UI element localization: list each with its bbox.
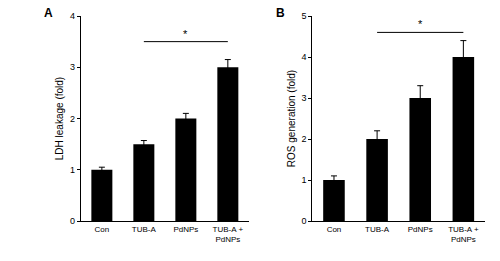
svg-text:LDH leakage (fold): LDH leakage (fold) [54, 77, 65, 160]
svg-text:5: 5 [302, 11, 307, 21]
svg-text:ROS generation (fold): ROS generation (fold) [286, 70, 297, 167]
svg-text:3: 3 [302, 93, 307, 103]
svg-text:TUB-A: TUB-A [365, 225, 390, 234]
svg-text:Con: Con [95, 225, 110, 234]
svg-text:TUB-A +PdNPs: TUB-A +PdNPs [213, 225, 244, 244]
svg-text:TUB-A +PdNPs: TUB-A +PdNPs [448, 225, 479, 244]
svg-text:B: B [276, 6, 285, 20]
svg-text:Con: Con [327, 225, 342, 234]
svg-text:2: 2 [302, 134, 307, 144]
svg-text:*: * [418, 18, 423, 30]
svg-text:0: 0 [302, 216, 307, 226]
svg-text:3: 3 [70, 62, 75, 72]
svg-text:A: A [44, 6, 53, 20]
svg-text:PdNPs: PdNPs [408, 225, 433, 234]
svg-text:TUB-A: TUB-A [132, 225, 157, 234]
svg-text:1: 1 [302, 175, 307, 185]
svg-text:0: 0 [70, 216, 75, 226]
svg-text:4: 4 [70, 11, 75, 21]
svg-text:*: * [183, 28, 188, 40]
svg-text:2: 2 [70, 114, 75, 124]
svg-text:4: 4 [302, 52, 307, 62]
svg-text:PdNPs: PdNPs [173, 225, 198, 234]
svg-text:1: 1 [70, 165, 75, 175]
